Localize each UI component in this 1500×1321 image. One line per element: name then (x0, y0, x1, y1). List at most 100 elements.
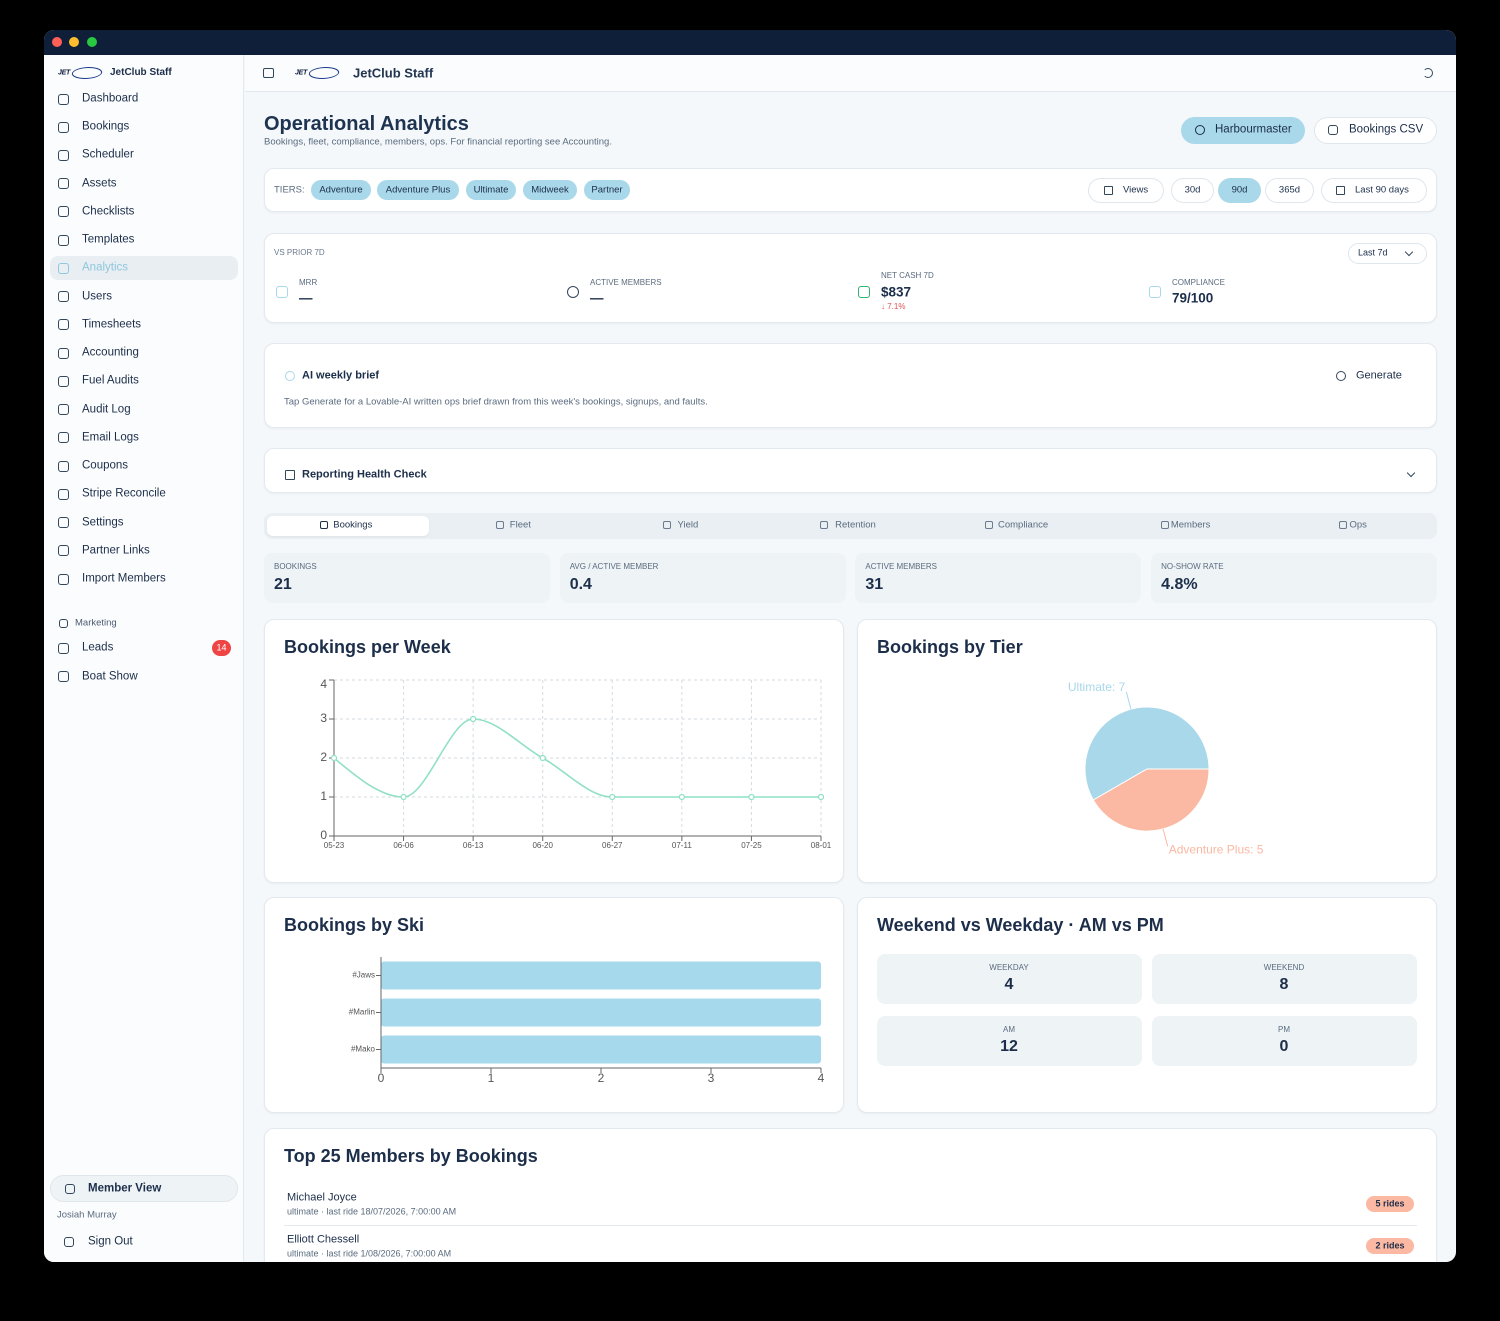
action-label: Harbourmaster (1215, 123, 1292, 136)
kpi-card (264, 233, 1437, 323)
tab-label: Ops (1349, 519, 1367, 531)
nav-label: Audit Log (82, 402, 131, 415)
range-label: 90d (1231, 184, 1248, 196)
brief-text: Tap Generate for a Lovable-AI written op… (284, 396, 708, 408)
member-detail: ultimate · last ride 18/07/2026, 7:00:00… (287, 1206, 457, 1217)
window-control[interactable] (52, 37, 62, 47)
tab-label: Bookings (333, 519, 373, 531)
nav-item[interactable] (50, 369, 238, 393)
range-button[interactable] (1265, 178, 1314, 203)
row-divider (284, 1225, 1417, 1226)
nav-label: Accounting (82, 346, 139, 359)
kpi-value: $837 (881, 284, 912, 300)
icon (57, 642, 69, 654)
views-button[interactable] (1088, 178, 1164, 203)
tab-label: Retention (835, 519, 876, 531)
window-control[interactable] (69, 37, 79, 47)
nav-item[interactable] (50, 454, 238, 478)
kpi-delta: ↓ 7.1% (881, 302, 906, 311)
tier-label: Adventure Plus (385, 184, 451, 196)
nav-label: Settings (82, 515, 124, 528)
member-detail: ultimate · last ride 1/08/2026, 7:00:00 … (287, 1248, 452, 1259)
range-label: 365d (1278, 184, 1301, 196)
nav-item[interactable] (50, 172, 238, 196)
page-subtitle: Bookings, fleet, compliance, members, op… (264, 136, 612, 148)
split-tile (877, 954, 1142, 1004)
icon (1339, 521, 1348, 529)
logo-text: JET (295, 69, 307, 77)
icon (663, 521, 672, 529)
window-content: JET JetClub Staff Dashboard Bookings Schedul… (44, 30, 1456, 1262)
nav-label: Boat Show (82, 669, 138, 682)
brief-title: AI weekly brief (302, 369, 380, 382)
tab[interactable] (267, 516, 429, 536)
range-button[interactable] (1171, 178, 1214, 203)
icon (57, 121, 69, 133)
nav-label: Fuel Audits (82, 374, 139, 387)
icon (567, 286, 579, 298)
period-label: Last 7d (1358, 247, 1388, 258)
tier-chip[interactable] (523, 180, 577, 200)
sidebar-brand: JetClub Staff (110, 67, 172, 78)
tier-chip[interactable] (466, 180, 516, 200)
theme-toggle[interactable] (1423, 68, 1433, 78)
icon (57, 432, 69, 444)
nav-item[interactable] (50, 143, 238, 167)
range-button[interactable] (1218, 178, 1261, 203)
icon (57, 573, 69, 585)
chart-card (264, 619, 844, 883)
nav-item[interactable] (50, 313, 238, 337)
icon (1328, 125, 1338, 135)
date-button[interactable] (1321, 178, 1427, 203)
action-button[interactable] (1314, 117, 1437, 144)
kpi-label: MRR (299, 278, 318, 287)
nav-item[interactable] (50, 511, 238, 535)
sign-out-button[interactable] (50, 1230, 238, 1254)
tab-label: Compliance (997, 519, 1049, 531)
tier-chip[interactable] (377, 180, 459, 200)
nav-item[interactable] (50, 285, 238, 309)
range-label: 30d (1184, 184, 1201, 196)
stat-tile (264, 553, 550, 603)
stat-value: 31 (865, 576, 884, 593)
icon (64, 1237, 74, 1247)
icon (57, 404, 69, 416)
nav-item[interactable] (50, 115, 238, 139)
nav-item[interactable] (50, 636, 238, 660)
icon (1160, 521, 1169, 529)
tier-label: Partner (591, 184, 623, 196)
ride-badge (1366, 1196, 1414, 1212)
nav-item[interactable] (50, 341, 238, 365)
user-name: Josiah Murray (57, 1209, 117, 1221)
kpi-label: ACTIVE MEMBERS (590, 278, 662, 287)
nav-item[interactable] (50, 200, 238, 224)
action-label: Bookings CSV (1349, 123, 1424, 136)
icon (57, 234, 69, 246)
split-value: 8 (1279, 976, 1289, 993)
tier-chip[interactable] (584, 180, 630, 200)
kpi-value: 79/100 (1172, 290, 1214, 306)
nav-item[interactable] (50, 665, 238, 689)
nav-label: Import Members (82, 572, 166, 585)
nav-item[interactable] (50, 398, 238, 422)
sidebar-toggle[interactable] (263, 68, 274, 78)
nav-item[interactable] (50, 426, 238, 450)
nav-label: Coupons (82, 459, 129, 472)
split-tile (877, 1016, 1142, 1066)
icon (65, 1184, 75, 1194)
section-label: Marketing (75, 617, 117, 629)
nav-label: Scheduler (82, 148, 134, 161)
icon (57, 545, 69, 557)
nav-item[interactable] (50, 228, 238, 252)
window-control[interactable] (87, 37, 97, 47)
tier-label: Ultimate (473, 184, 509, 196)
nav-item[interactable] (50, 256, 238, 281)
nav-label: Stripe Reconcile (82, 487, 166, 500)
tier-chip[interactable] (311, 180, 371, 200)
stat-tile (1151, 553, 1438, 603)
nav-label: Email Logs (82, 431, 139, 444)
split-value: 0 (1279, 1038, 1289, 1055)
member-view-button[interactable] (50, 1175, 238, 1202)
period-select[interactable] (1348, 243, 1427, 264)
nav-item[interactable] (50, 87, 238, 111)
